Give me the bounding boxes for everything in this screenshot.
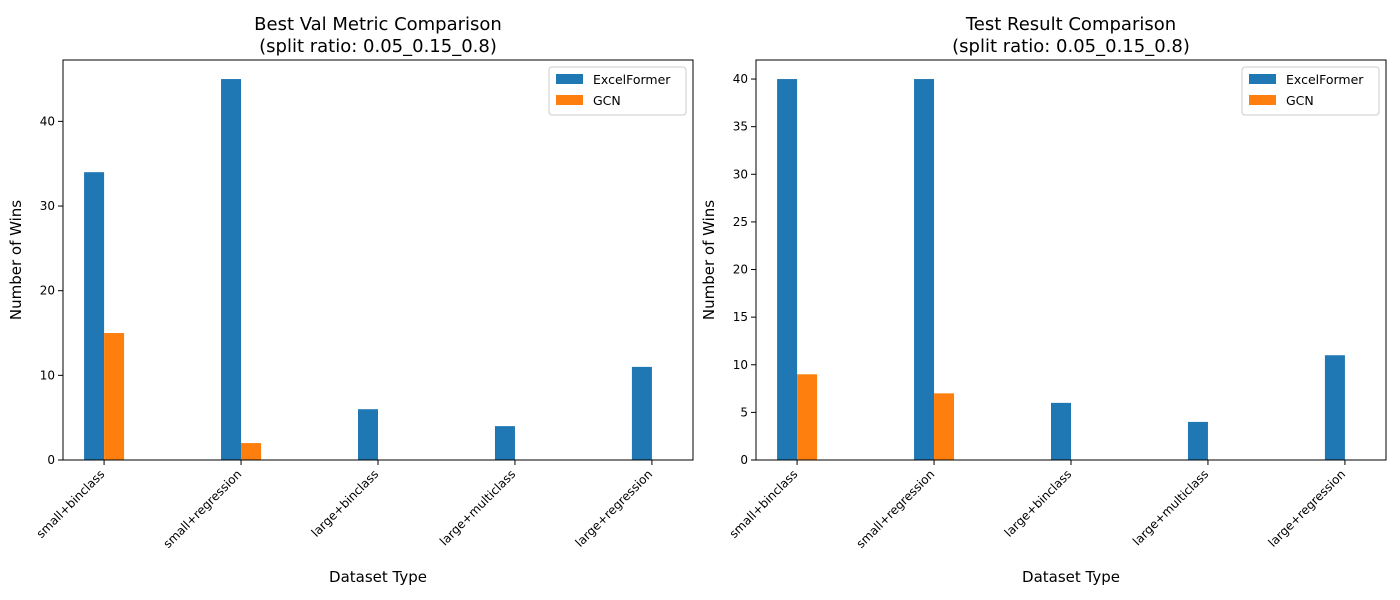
bar-excelformer-small-regression <box>221 79 242 461</box>
legend-label-gcn: GCN <box>593 93 621 108</box>
legend-label-excelformer: ExcelFormer <box>593 72 671 87</box>
x-axis-label: Dataset Type <box>1022 568 1120 586</box>
y-tick-label: 25 <box>733 215 748 229</box>
legend-box <box>548 66 687 116</box>
bar-gcn-small-regression <box>934 393 955 460</box>
chart-subtitle: (split ratio: 0.05_0.15_0.8) <box>259 36 497 57</box>
y-axis-label: Number of Wins <box>700 200 718 320</box>
legend-swatch-gcn <box>1249 95 1276 105</box>
x-tick-label: small+regression <box>854 467 938 551</box>
bar-excelformer-large-binclass <box>1051 402 1071 460</box>
y-tick-label: 35 <box>733 120 748 134</box>
chart-title: Test Result Comparison <box>965 14 1176 35</box>
y-tick-label: 20 <box>733 263 748 277</box>
y-tick-label: 0 <box>740 453 748 467</box>
chart-subtitle: (split ratio: 0.05_0.15_0.8) <box>952 36 1190 57</box>
y-tick-label: 10 <box>40 368 55 382</box>
legend-swatch-excelformer <box>556 74 583 84</box>
chart-title: Best Val Metric Comparison <box>254 14 502 35</box>
bar-excelformer-small-regression <box>914 79 935 461</box>
legend-swatch-gcn <box>556 95 583 105</box>
bar-gcn-small-binclass <box>104 333 125 460</box>
x-tick-label: large+multiclass <box>1130 467 1211 548</box>
y-tick-label: 30 <box>733 167 748 181</box>
y-tick-label: 15 <box>733 310 748 324</box>
y-axis-label: Number of Wins <box>7 200 25 320</box>
legend-swatch-excelformer <box>1249 74 1276 84</box>
y-tick-label: 40 <box>733 72 748 86</box>
x-tick-label: small+binclass <box>34 467 108 541</box>
y-tick-label: 30 <box>40 199 55 213</box>
y-tick-label: 40 <box>40 114 55 128</box>
plot-frame <box>62 59 694 461</box>
bar-excelformer-large-regression <box>631 366 652 460</box>
x-tick-label: large+regression <box>572 467 655 550</box>
x-tick-label: small+binclass <box>727 467 801 541</box>
y-tick-label: 10 <box>733 358 748 372</box>
x-tick-label: large+regression <box>1265 467 1348 550</box>
y-tick-label: 0 <box>47 453 55 467</box>
bar-excelformer-large-multiclass <box>494 426 515 460</box>
chart-1: 0 10 20 30 40 small+binclass small+regression l… <box>7 14 694 586</box>
legend-label-gcn: GCN <box>1286 93 1314 108</box>
legend: ExcelFormer GCN <box>548 66 687 116</box>
bar-excelformer-small-binclass <box>777 79 798 461</box>
legend-label-excelformer: ExcelFormer <box>1286 72 1364 87</box>
x-axis-label: Dataset Type <box>329 568 427 586</box>
y-tick-label: 20 <box>40 284 55 298</box>
bar-gcn-small-regression <box>241 443 262 460</box>
chart-2: 0 5 10 15 20 25 30 35 40 small+binclass small+regr… <box>700 14 1387 586</box>
bar-gcn-small-binclass <box>797 374 818 460</box>
x-tick-label: large+multiclass <box>437 467 518 548</box>
x-tick-label: small+regression <box>161 467 245 551</box>
bar-excelformer-large-multiclass <box>1187 421 1208 460</box>
bar-excelformer-large-binclass <box>358 409 378 460</box>
y-tick-label: 5 <box>740 405 748 419</box>
plot-frame <box>755 59 1387 461</box>
x-tick-label: large+binclass <box>309 467 382 540</box>
legend: ExcelFormer GCN <box>1241 66 1380 116</box>
legend-box <box>1241 66 1380 116</box>
bar-excelformer-small-binclass <box>84 172 105 460</box>
bar-excelformer-large-regression <box>1324 355 1345 460</box>
x-tick-label: large+binclass <box>1002 467 1075 540</box>
